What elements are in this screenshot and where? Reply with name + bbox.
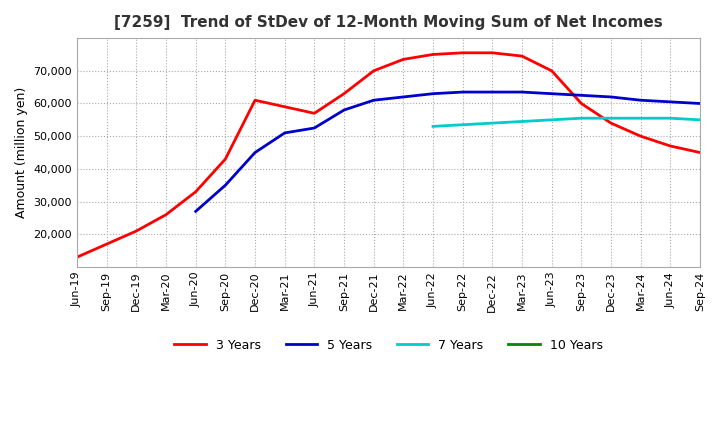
3 Years bbox=[459, 50, 467, 55]
7 Years bbox=[459, 122, 467, 128]
3 Years bbox=[399, 57, 408, 62]
Y-axis label: Amount (million yen): Amount (million yen) bbox=[15, 87, 28, 218]
7 Years bbox=[666, 116, 675, 121]
5 Years bbox=[636, 98, 645, 103]
5 Years bbox=[428, 91, 437, 96]
3 Years bbox=[696, 150, 704, 155]
5 Years bbox=[310, 125, 319, 131]
5 Years bbox=[369, 98, 378, 103]
Legend: 3 Years, 5 Years, 7 Years, 10 Years: 3 Years, 5 Years, 7 Years, 10 Years bbox=[169, 334, 608, 357]
3 Years bbox=[340, 91, 348, 96]
3 Years bbox=[251, 98, 259, 103]
3 Years bbox=[636, 134, 645, 139]
3 Years bbox=[577, 101, 585, 106]
7 Years bbox=[488, 121, 497, 126]
7 Years bbox=[577, 116, 585, 121]
3 Years bbox=[607, 121, 616, 126]
7 Years bbox=[428, 124, 437, 129]
5 Years bbox=[488, 89, 497, 95]
5 Years bbox=[459, 89, 467, 95]
3 Years bbox=[488, 50, 497, 55]
Line: 7 Years: 7 Years bbox=[433, 118, 700, 126]
3 Years bbox=[428, 52, 437, 57]
3 Years bbox=[310, 111, 319, 116]
5 Years bbox=[192, 209, 200, 214]
7 Years bbox=[518, 119, 526, 124]
5 Years bbox=[577, 93, 585, 98]
Line: 3 Years: 3 Years bbox=[77, 53, 700, 257]
3 Years bbox=[369, 68, 378, 73]
3 Years bbox=[162, 212, 171, 217]
5 Years bbox=[399, 94, 408, 99]
3 Years bbox=[666, 143, 675, 149]
5 Years bbox=[666, 99, 675, 105]
5 Years bbox=[547, 91, 556, 96]
5 Years bbox=[696, 101, 704, 106]
Title: [7259]  Trend of StDev of 12-Month Moving Sum of Net Incomes: [7259] Trend of StDev of 12-Month Moving… bbox=[114, 15, 663, 30]
3 Years bbox=[102, 242, 111, 247]
7 Years bbox=[636, 116, 645, 121]
5 Years bbox=[518, 89, 526, 95]
7 Years bbox=[547, 117, 556, 122]
7 Years bbox=[607, 116, 616, 121]
3 Years bbox=[221, 157, 230, 162]
5 Years bbox=[251, 150, 259, 155]
5 Years bbox=[340, 107, 348, 113]
3 Years bbox=[547, 68, 556, 73]
5 Years bbox=[221, 183, 230, 188]
7 Years bbox=[696, 117, 704, 122]
5 Years bbox=[280, 130, 289, 136]
3 Years bbox=[132, 228, 140, 234]
5 Years bbox=[607, 94, 616, 99]
Line: 5 Years: 5 Years bbox=[196, 92, 700, 211]
3 Years bbox=[280, 104, 289, 110]
3 Years bbox=[73, 254, 81, 260]
3 Years bbox=[518, 53, 526, 59]
3 Years bbox=[192, 189, 200, 194]
